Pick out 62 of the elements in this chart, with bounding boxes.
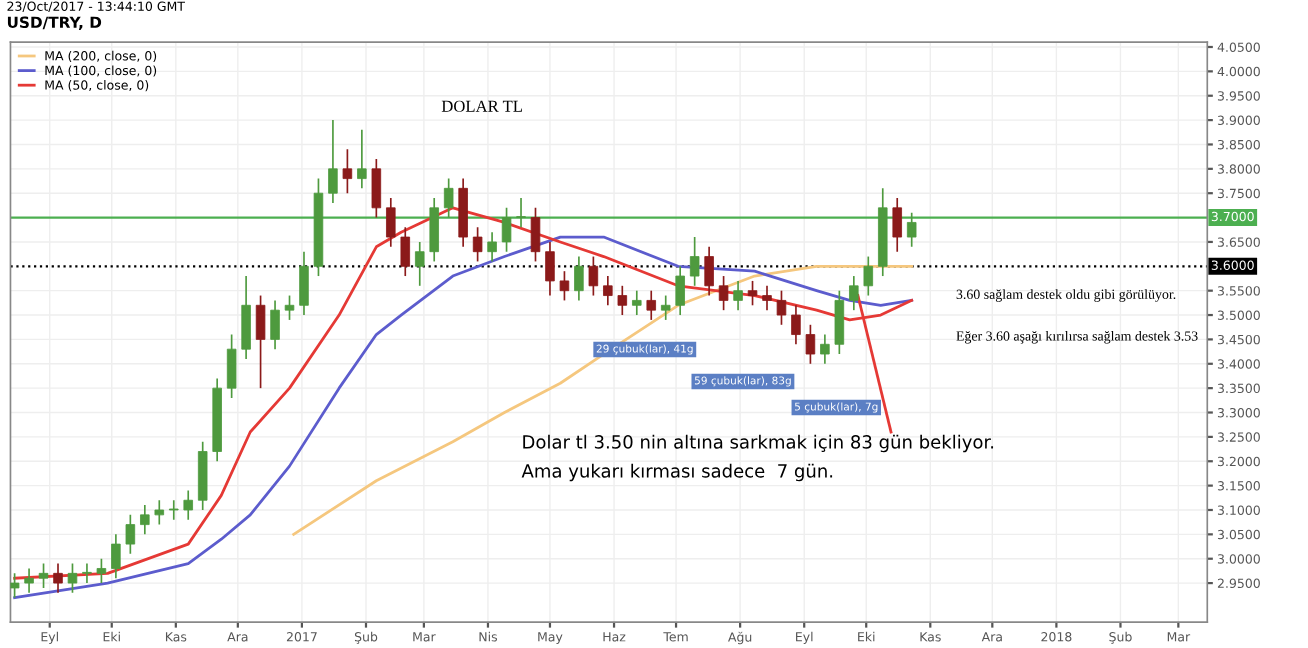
candlestick xyxy=(342,148,353,195)
candlestick xyxy=(140,504,150,536)
candlestick xyxy=(559,270,570,302)
candlestick xyxy=(863,255,874,297)
candlestick xyxy=(183,489,193,521)
candlestick xyxy=(270,299,280,350)
candlestick xyxy=(501,206,512,253)
candlestick xyxy=(24,567,34,594)
candlestick xyxy=(82,562,92,584)
candlestick xyxy=(704,245,714,297)
candlestick xyxy=(675,265,685,316)
candlestick xyxy=(820,333,830,365)
candlestick xyxy=(255,294,266,389)
candlestick xyxy=(125,514,136,555)
candlestick xyxy=(400,226,411,277)
candlestick xyxy=(111,533,121,580)
candlestick xyxy=(834,289,845,355)
candlestick xyxy=(588,255,599,297)
candlestick xyxy=(733,280,743,312)
candlestick xyxy=(603,275,613,307)
candlestick xyxy=(414,241,425,287)
candlestick xyxy=(689,236,700,287)
candlestick xyxy=(357,129,367,190)
candlestick xyxy=(632,289,642,316)
candlestick xyxy=(718,275,729,312)
candlestick xyxy=(762,284,772,312)
candlestick xyxy=(472,226,483,263)
candlestick xyxy=(906,211,917,248)
candlestick xyxy=(169,499,179,521)
annotation: Dolar tl 3.50 nin altına sarkmak için 83 gün bekliyor. xyxy=(523,434,994,453)
candlestick xyxy=(791,304,801,346)
candlestick xyxy=(617,284,628,316)
candlestick xyxy=(241,275,251,360)
candlestick xyxy=(328,119,338,204)
candlestick xyxy=(284,294,295,321)
candlestick xyxy=(154,499,165,526)
candlestick xyxy=(96,557,107,584)
candlestick xyxy=(487,231,497,263)
candlestick xyxy=(516,197,526,229)
candlestick xyxy=(67,562,78,594)
line-series xyxy=(292,264,914,536)
candlestick xyxy=(660,294,671,321)
candlestick xyxy=(646,289,657,321)
candlestick xyxy=(530,206,541,263)
annotation: DOLAR TL xyxy=(441,100,522,112)
candlestick xyxy=(299,250,309,316)
candlestick xyxy=(10,572,20,599)
candlestick xyxy=(574,255,584,302)
candlestick xyxy=(386,197,396,248)
candlestick xyxy=(849,275,859,312)
candlestick xyxy=(226,333,237,399)
candlestick xyxy=(371,158,382,219)
candlestick xyxy=(776,289,787,326)
candlestick xyxy=(545,241,555,297)
candlestick xyxy=(747,280,758,307)
candlestick xyxy=(429,197,439,263)
candlestick xyxy=(38,562,49,589)
candlestick xyxy=(805,323,816,365)
candlestick xyxy=(53,562,63,594)
candlestick xyxy=(443,177,454,219)
candlestick xyxy=(892,197,902,253)
annotation: Ama yukarı kırması sadece 7 gün. xyxy=(521,463,833,482)
